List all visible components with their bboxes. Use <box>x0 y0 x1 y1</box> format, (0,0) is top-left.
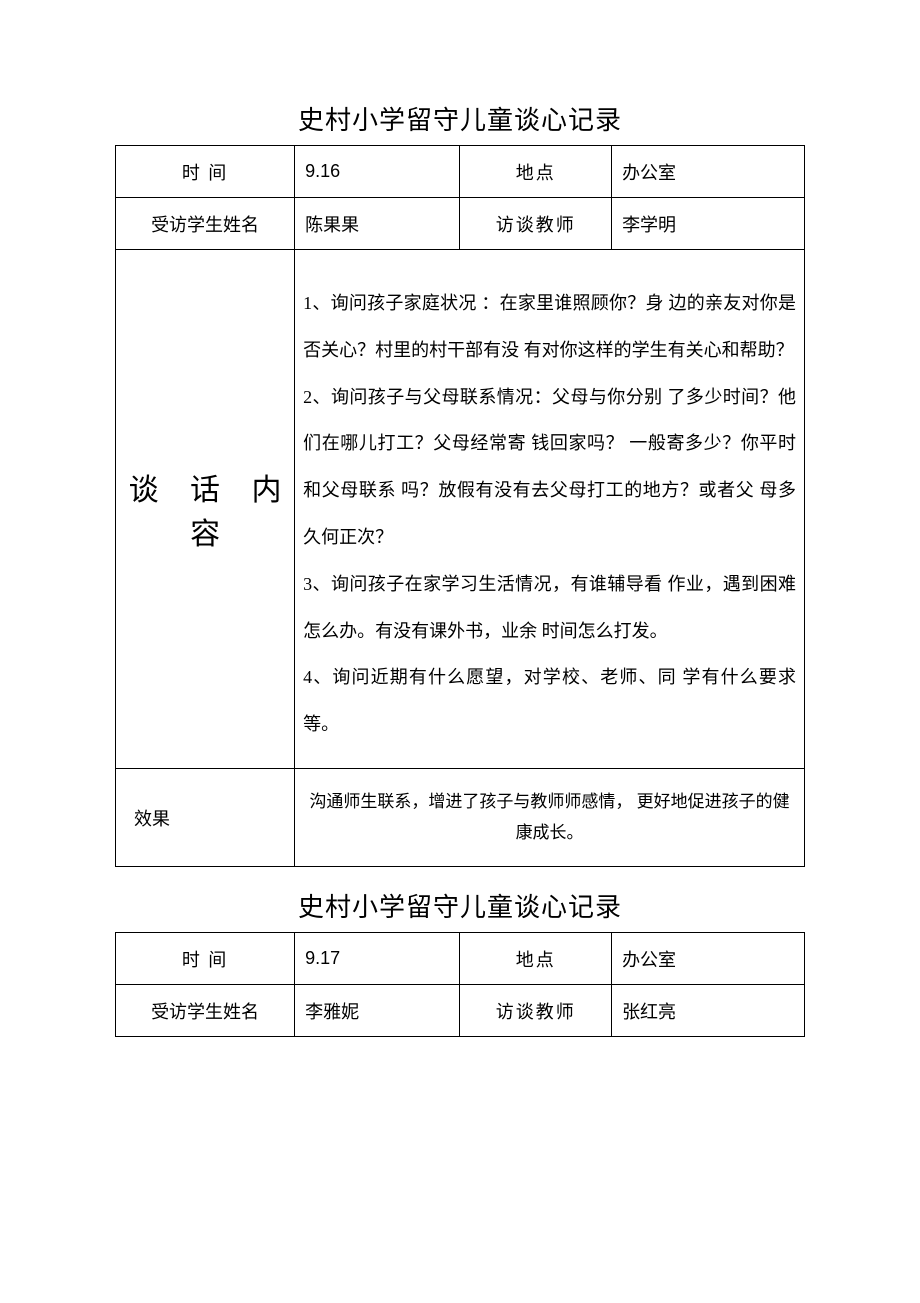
record-title: 史村小学留守儿童谈心记录 <box>115 100 805 137</box>
time-row: 时 间 9.16 地点 办公室 <box>116 146 805 198</box>
content-item: 2、询问孩子与父母联系情况：父母与你分别 了多少时间？他们在哪儿打工？父母经常寄… <box>303 374 796 561</box>
student-value: 李雅妮 <box>295 985 460 1037</box>
content-cell: 1、询问孩子家庭状况 ：在家里谁照顾你？身 边的亲友对你是否关心？村里的村干部有… <box>295 250 805 769</box>
result-value: 沟通师生联系，增进了孩子与教师师感情， 更好地促进孩子的健康成长。 <box>295 768 805 866</box>
record-1: 史村小学留守儿童谈心记录 时 间 9.16 地点 办公室 受访学生姓名 陈果果 … <box>115 100 805 867</box>
teacher-label: 访谈教师 <box>460 198 612 250</box>
content-item: 4、询问近期有什么愿望，对学校、老师、同 学有什么要求等。 <box>303 654 796 748</box>
student-row: 受访学生姓名 陈果果 访谈教师 李学明 <box>116 198 805 250</box>
place-value: 办公室 <box>612 146 805 198</box>
record-title: 史村小学留守儿童谈心记录 <box>115 887 805 924</box>
place-label: 地点 <box>460 933 612 985</box>
teacher-value: 李学明 <box>612 198 805 250</box>
record-table: 时 间 9.16 地点 办公室 受访学生姓名 陈果果 访谈教师 李学明 谈 话 … <box>115 145 805 867</box>
time-value: 9.17 <box>295 933 460 985</box>
student-label: 受访学生姓名 <box>116 985 295 1037</box>
time-label: 时 间 <box>116 933 295 985</box>
place-value: 办公室 <box>612 933 805 985</box>
time-label: 时 间 <box>116 146 295 198</box>
record-2: 史村小学留守儿童谈心记录 时 间 9.17 地点 办公室 受访学生姓名 李雅妮 … <box>115 887 805 1037</box>
student-row: 受访学生姓名 李雅妮 访谈教师 张红亮 <box>116 985 805 1037</box>
content-item: 3、询问孩子在家学习生活情况，有谁辅导看 作业，遇到困难怎么办。有没有课外书，业… <box>303 561 796 655</box>
student-label: 受访学生姓名 <box>116 198 295 250</box>
result-row: 效果 沟通师生联系，增进了孩子与教师师感情， 更好地促进孩子的健康成长。 <box>116 768 805 866</box>
place-label: 地点 <box>460 146 612 198</box>
time-value: 9.16 <box>295 146 460 198</box>
content-row: 谈 话 内 容 1、询问孩子家庭状况 ：在家里谁照顾你？身 边的亲友对你是否关心… <box>116 250 805 769</box>
teacher-value: 张红亮 <box>612 985 805 1037</box>
record-table: 时 间 9.17 地点 办公室 受访学生姓名 李雅妮 访谈教师 张红亮 <box>115 932 805 1037</box>
teacher-label: 访谈教师 <box>460 985 612 1037</box>
student-value: 陈果果 <box>295 198 460 250</box>
content-item: 1、询问孩子家庭状况 ：在家里谁照顾你？身 边的亲友对你是否关心？村里的村干部有… <box>303 280 796 374</box>
result-label: 效果 <box>116 768 295 866</box>
content-label: 谈 话 内 容 <box>116 250 295 769</box>
time-row: 时 间 9.17 地点 办公室 <box>116 933 805 985</box>
